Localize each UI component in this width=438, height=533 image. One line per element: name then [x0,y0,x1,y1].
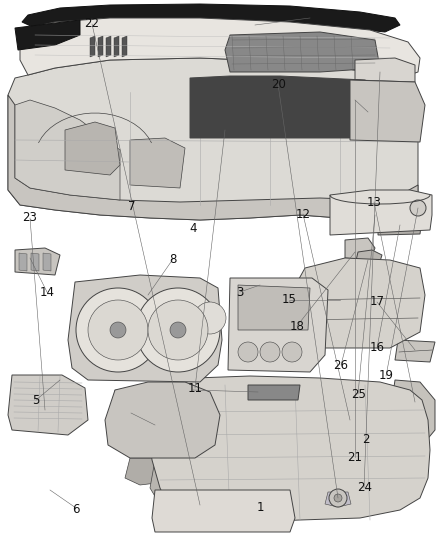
Text: 22: 22 [85,18,99,30]
Circle shape [170,322,186,338]
Polygon shape [330,190,432,235]
Polygon shape [226,450,270,522]
Circle shape [329,489,347,507]
Polygon shape [248,385,300,400]
Circle shape [88,300,148,360]
Text: 6: 6 [72,503,80,515]
Polygon shape [395,340,435,362]
Polygon shape [90,36,95,57]
Text: 24: 24 [357,481,372,494]
Polygon shape [345,82,365,118]
Polygon shape [298,398,358,450]
Polygon shape [290,258,425,348]
Text: 14: 14 [40,286,55,298]
Ellipse shape [378,213,422,223]
Text: 21: 21 [347,451,362,464]
Text: 5: 5 [32,394,39,407]
Text: 23: 23 [22,211,37,224]
Polygon shape [190,76,382,138]
Polygon shape [43,253,51,271]
Text: 26: 26 [333,359,348,372]
Polygon shape [114,36,119,57]
Polygon shape [105,382,220,458]
Polygon shape [390,380,435,448]
Circle shape [148,300,208,360]
Text: 20: 20 [271,78,286,91]
Text: 15: 15 [282,293,297,306]
Text: 16: 16 [370,341,385,354]
Text: 3: 3 [237,286,244,298]
Polygon shape [148,376,430,522]
Polygon shape [226,398,290,450]
Circle shape [334,494,342,502]
Text: 19: 19 [379,369,394,382]
Polygon shape [345,238,375,260]
Polygon shape [125,458,168,485]
Text: 11: 11 [187,382,202,394]
Polygon shape [355,58,415,82]
Polygon shape [31,253,39,271]
Circle shape [238,342,258,362]
Polygon shape [106,36,111,57]
Text: 17: 17 [370,295,385,308]
Polygon shape [20,18,420,78]
Polygon shape [238,285,310,330]
Polygon shape [19,253,27,271]
Polygon shape [8,375,88,435]
Text: 8: 8 [170,253,177,265]
Polygon shape [15,20,80,50]
Polygon shape [378,218,422,235]
Polygon shape [65,122,120,175]
Polygon shape [8,95,418,220]
Text: 1: 1 [257,501,265,514]
Circle shape [136,288,220,372]
Text: 2: 2 [362,433,370,446]
Polygon shape [152,490,295,532]
Polygon shape [350,80,425,142]
Circle shape [110,322,126,338]
Polygon shape [22,4,400,32]
Polygon shape [130,138,185,188]
Circle shape [410,200,426,216]
Polygon shape [68,275,222,382]
Polygon shape [122,36,127,57]
Polygon shape [355,250,382,268]
Text: 18: 18 [290,320,304,333]
Polygon shape [98,36,103,57]
Circle shape [260,342,280,362]
Polygon shape [325,492,351,507]
Polygon shape [163,400,220,430]
Text: 7: 7 [127,200,135,213]
Text: 4: 4 [189,222,197,235]
Polygon shape [363,400,418,440]
Polygon shape [225,32,380,72]
Text: 25: 25 [351,388,366,401]
Polygon shape [150,460,178,515]
Polygon shape [15,100,120,200]
Text: 12: 12 [296,208,311,221]
Circle shape [282,342,302,362]
Text: 13: 13 [367,196,382,209]
Polygon shape [228,278,328,372]
Polygon shape [15,248,60,275]
Circle shape [194,302,226,334]
Circle shape [76,288,160,372]
Polygon shape [112,390,145,456]
Polygon shape [8,58,418,220]
